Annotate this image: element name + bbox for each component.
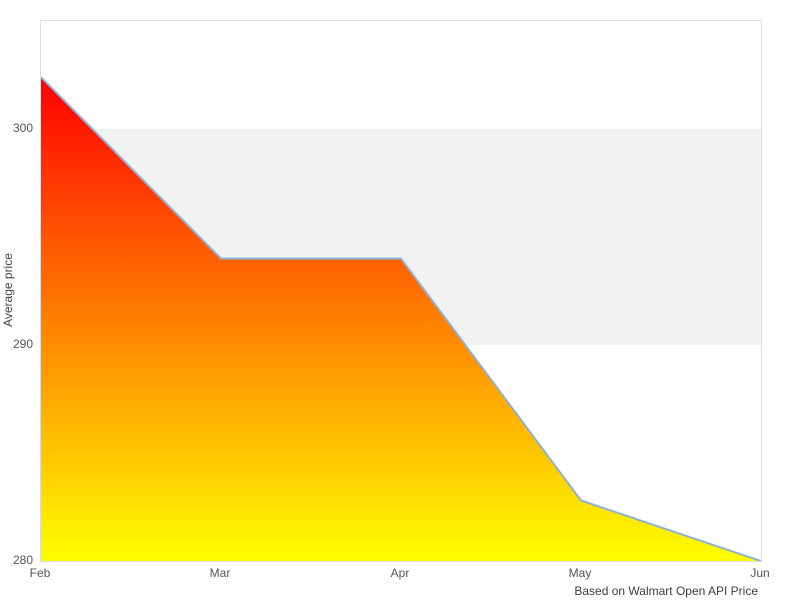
x-tick-label-may: May [568, 566, 592, 580]
area-fill [41, 77, 761, 561]
price-line [41, 76, 761, 561]
y-axis-title: Average price [1, 253, 15, 327]
y-tick-label-280: 280 [12, 553, 33, 567]
chart-caption: Based on Walmart Open API Price [574, 584, 758, 598]
x-tick-label-apr: Apr [390, 566, 410, 580]
y-tick-label-300: 300 [12, 121, 33, 135]
plot-area [40, 20, 762, 562]
area-series [41, 76, 761, 561]
x-tick-label-feb: Feb [29, 566, 51, 580]
y-tick-label-290: 290 [12, 337, 33, 351]
x-tick-label-jun: Jun [750, 566, 770, 580]
x-tick-label-mar: Mar [209, 566, 231, 580]
